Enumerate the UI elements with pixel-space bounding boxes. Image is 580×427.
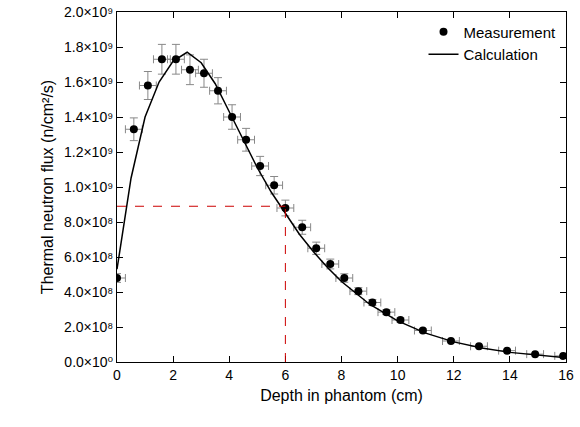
svg-text:1.0×10⁹: 1.0×10⁹ [64,179,113,195]
svg-text:1.6×10⁹: 1.6×10⁹ [64,74,113,90]
svg-text:2.0×10⁹: 2.0×10⁹ [64,4,113,20]
svg-text:14: 14 [502,367,518,383]
svg-text:8.0×10⁸: 8.0×10⁸ [64,214,113,230]
svg-text:16: 16 [558,367,574,383]
svg-text:6.0×10⁸: 6.0×10⁸ [64,249,113,265]
svg-text:1.4×10⁹: 1.4×10⁹ [64,109,113,125]
svg-text:12: 12 [446,367,462,383]
svg-text:Calculation: Calculation [464,46,538,63]
svg-text:4: 4 [225,367,233,383]
svg-text:0.0×10⁰: 0.0×10⁰ [64,354,113,370]
svg-text:Thermal neutron flux (n/cm²/s): Thermal neutron flux (n/cm²/s) [39,80,56,294]
svg-text:Measurement: Measurement [464,24,557,41]
svg-text:1.8×10⁹: 1.8×10⁹ [64,39,113,55]
svg-text:0: 0 [113,367,121,383]
svg-text:2.0×10⁸: 2.0×10⁸ [64,319,113,335]
svg-text:6: 6 [281,367,289,383]
svg-text:10: 10 [390,367,406,383]
svg-text:8: 8 [338,367,346,383]
svg-text:1.2×10⁹: 1.2×10⁹ [64,144,113,160]
svg-text:4.0×10⁸: 4.0×10⁸ [64,284,113,300]
svg-text:2: 2 [169,367,177,383]
svg-text:Depth in phantom (cm): Depth in phantom (cm) [260,387,423,404]
